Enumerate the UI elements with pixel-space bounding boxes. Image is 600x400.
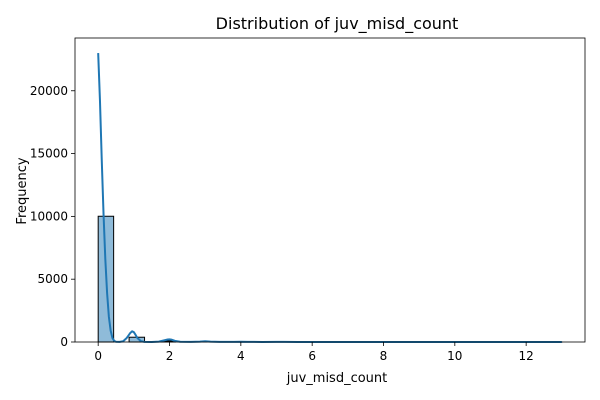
chart-title: Distribution of juv_misd_count — [216, 14, 459, 34]
x-tick-label: 2 — [166, 349, 174, 363]
x-tick-label: 0 — [94, 349, 102, 363]
y-tick-label: 20000 — [30, 84, 68, 98]
y-tick-label: 15000 — [30, 147, 68, 161]
x-tick-label: 12 — [519, 349, 534, 363]
y-tick-label: 5000 — [37, 272, 68, 286]
y-axis-ticks: 0 5000 10000 15000 20000 — [30, 84, 75, 349]
y-axis-label: Frequency — [15, 157, 30, 224]
x-tick-label: 8 — [380, 349, 388, 363]
x-tick-label: 4 — [237, 349, 245, 363]
x-axis-ticks: 0 2 4 6 8 10 12 — [94, 342, 534, 363]
plot-frame — [74, 37, 586, 343]
bars-layer — [97, 215, 563, 343]
x-tick-label: 10 — [447, 349, 462, 363]
kde-line — [97, 53, 562, 343]
x-axis-label: juv_misd_count — [286, 371, 388, 386]
kde-layer — [97, 53, 562, 343]
y-tick-label: 0 — [60, 335, 68, 349]
y-tick-label: 10000 — [30, 209, 68, 223]
x-tick-label: 6 — [308, 349, 316, 363]
